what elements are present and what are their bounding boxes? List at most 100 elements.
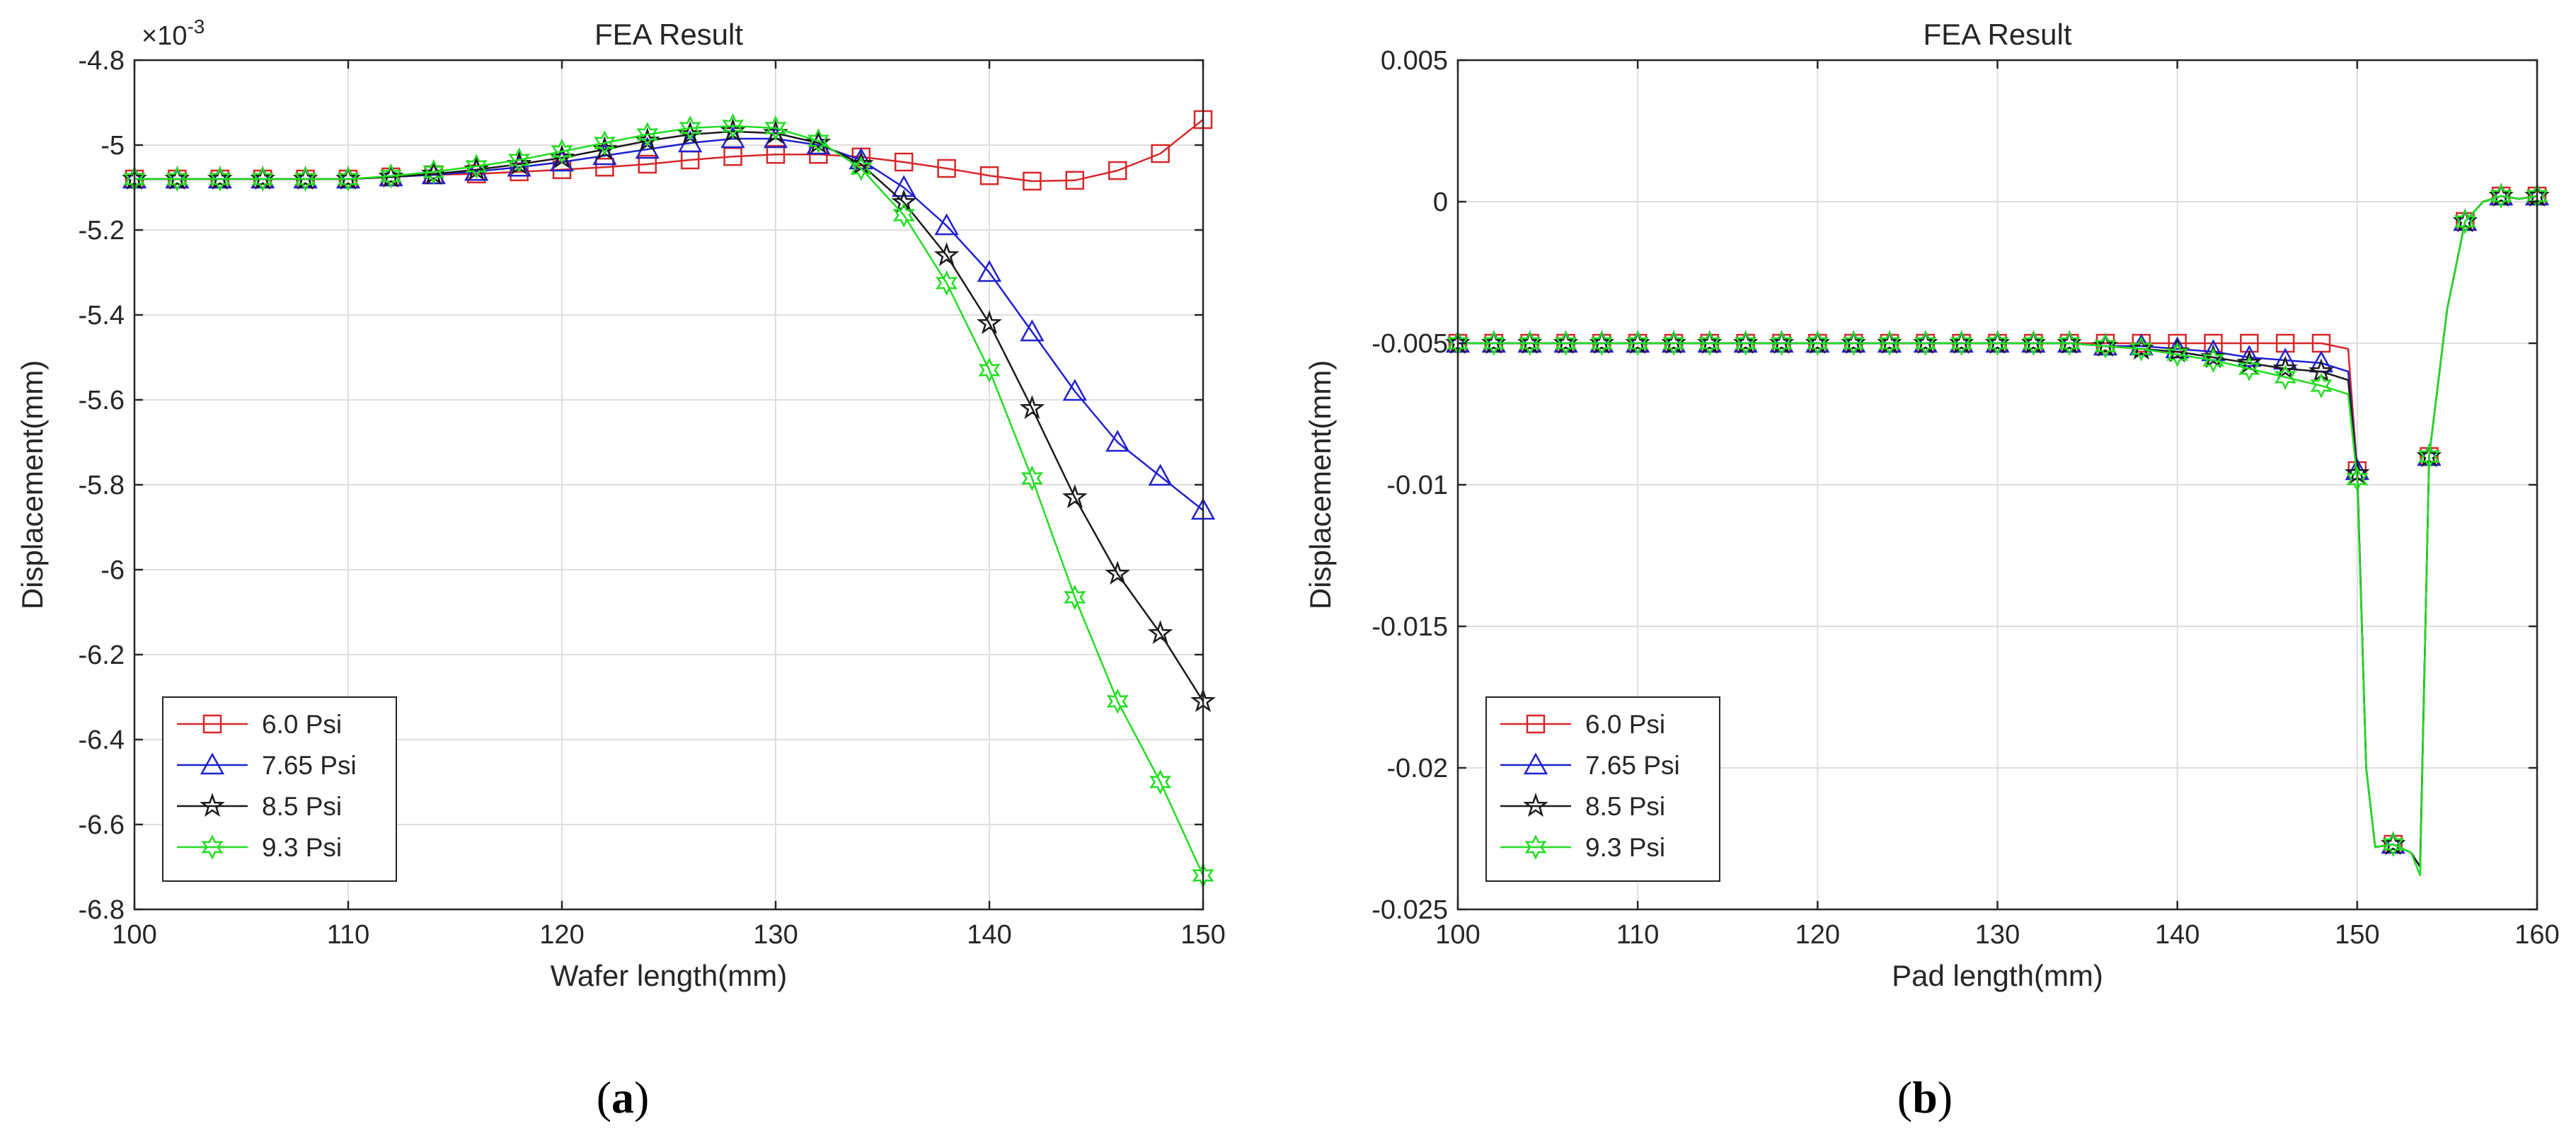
data-point [805, 130, 832, 154]
chart-b: 100 110 120 130 140 150 160 -0.025 -0.02 -0.015 -0… [1304, 18, 2560, 992]
data-point [166, 166, 188, 192]
legend-marker [1524, 834, 1547, 860]
data-point [1148, 464, 1173, 486]
data-point [1062, 484, 1088, 509]
data-point [1806, 331, 1829, 356]
data-point [465, 154, 488, 179]
x-tick-label: 110 [1616, 920, 1660, 950]
data-point [1147, 620, 1173, 645]
legend-marker [202, 714, 222, 734]
data-point [2310, 373, 2333, 398]
y-axis-label: Displacement(mm) [16, 360, 49, 609]
y-exponent-power: -3 [187, 16, 205, 38]
legend-label: 6.0 Psi [262, 710, 342, 739]
legend-marker [1526, 714, 1546, 734]
y-tick-label: -6.8 [79, 895, 125, 925]
chart-title: FEA Result [594, 18, 743, 51]
legend-marker [200, 752, 225, 775]
data-point [892, 202, 915, 228]
data-point [1149, 769, 1172, 795]
x-tick-label: 100 [1435, 920, 1480, 950]
data-point [1020, 466, 1043, 491]
legend: 6.0 Psi 7.65 Psi 8.5 Psi 9.3 Psi [1485, 696, 1720, 882]
data-point [2236, 350, 2262, 374]
data-point [2237, 345, 2262, 367]
data-point [937, 159, 956, 178]
x-tick-label: 120 [1795, 920, 1840, 950]
x-tick-label: 130 [753, 920, 798, 950]
chart-a: 100 110 120 130 140 150 -6.8 -6.6 -6.4 -6.2 -6 -5.8… [16, 16, 1226, 992]
data-point [251, 166, 274, 192]
series-line [134, 125, 1204, 876]
data-point [2346, 466, 2369, 492]
data-point [934, 213, 959, 236]
y-tick-label: -6.4 [79, 725, 125, 755]
y-tick-label: -0.025 [1372, 895, 1448, 925]
y-exponent-base: ×10 [142, 21, 187, 51]
data-point [1483, 331, 1505, 356]
legend-label: 9.3 Psi [1585, 833, 1665, 862]
data-point [2202, 347, 2224, 373]
data-point [1950, 331, 1973, 356]
subfigure-label-b: (b) [1897, 1072, 1953, 1122]
data-point [764, 115, 787, 141]
data-point [679, 115, 701, 141]
legend-marker [1523, 752, 1548, 775]
data-point [977, 310, 1002, 335]
legend: 6.0 Psi 7.65 Psi 8.5 Psi 9.3 Psi [162, 696, 397, 882]
data-point [2382, 832, 2405, 857]
data-point [2164, 338, 2190, 363]
y-tick-label: -5.2 [79, 216, 125, 246]
data-point [722, 113, 744, 139]
y-tick-label: 0.005 [1381, 46, 1448, 76]
chart-title: FEA Result [1923, 18, 2071, 51]
data-point [337, 166, 360, 192]
legend-label: 9.3 Psi [262, 833, 342, 862]
y-tick-label: 0 [1433, 188, 1448, 217]
data-point [933, 242, 960, 267]
legend-box [162, 696, 397, 882]
data-point [936, 270, 958, 296]
series-9-3-psi [123, 113, 1214, 888]
data-point [1106, 689, 1129, 714]
y-tick-label: -6.6 [79, 810, 125, 840]
y-tick-label: -5.6 [79, 386, 125, 415]
data-point [766, 144, 786, 164]
legend-marker [1523, 793, 1548, 817]
legend-label: 7.65 Psi [1585, 751, 1680, 780]
x-axis-label: Wafer length(mm) [551, 959, 788, 992]
data-point [2200, 344, 2226, 369]
data-point [977, 260, 1002, 282]
data-point [1105, 561, 1131, 585]
x-tick-label: 110 [327, 920, 370, 950]
data-point [892, 175, 916, 197]
data-point [1771, 331, 1793, 356]
data-point [2272, 355, 2298, 380]
legend-box [1485, 696, 1720, 882]
data-point [422, 159, 445, 185]
series-9-3-psi [1447, 183, 2548, 877]
legend-label: 8.5 Psi [262, 792, 342, 821]
y-tick-label: -5.8 [79, 471, 125, 500]
data-point [507, 154, 531, 177]
data-point [979, 166, 999, 185]
x-tick-label: 150 [1180, 920, 1225, 950]
data-point [2166, 342, 2189, 367]
data-point [894, 152, 914, 172]
x-tick-label: 140 [2155, 920, 2200, 950]
data-point [1698, 331, 1721, 356]
data-point [1986, 331, 2008, 356]
legend-marker [201, 834, 224, 860]
legend-label: 7.65 Psi [262, 751, 357, 780]
data-point [1105, 430, 1130, 452]
data-point [978, 357, 1001, 383]
data-point [1108, 161, 1127, 180]
series-line [1458, 195, 2538, 877]
data-point [1062, 379, 1087, 401]
x-tick-label: 140 [967, 920, 1011, 950]
data-point [2418, 444, 2440, 469]
y-exponent-label: ×10-3 [142, 16, 205, 51]
data-point [1662, 331, 1685, 356]
data-point [2238, 356, 2260, 381]
